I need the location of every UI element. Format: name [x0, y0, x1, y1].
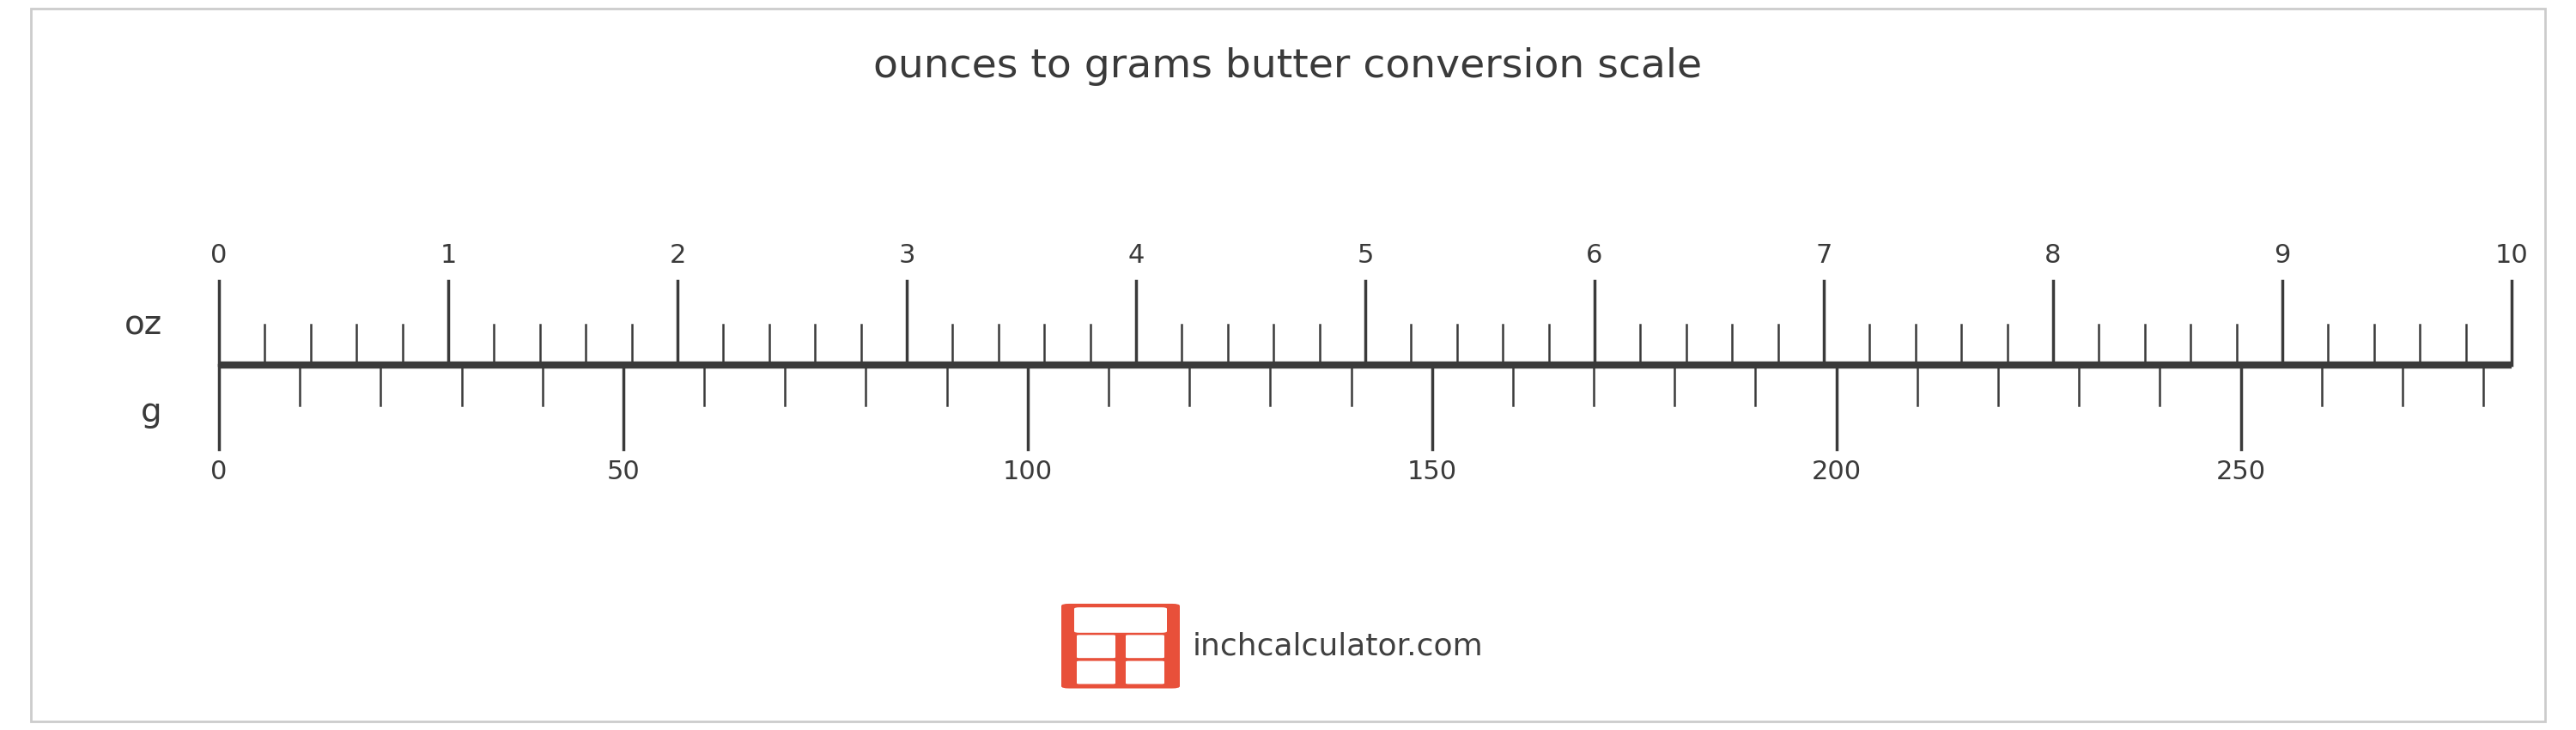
Text: 9: 9: [2275, 243, 2290, 268]
Text: inchcalculator.com: inchcalculator.com: [1193, 631, 1484, 661]
Text: 1: 1: [440, 243, 456, 268]
Text: 50: 50: [608, 460, 639, 485]
Text: 8: 8: [2045, 243, 2061, 268]
Text: ounces to grams butter conversion scale: ounces to grams butter conversion scale: [873, 47, 1703, 86]
Text: 250: 250: [2215, 460, 2267, 485]
Text: 3: 3: [899, 243, 914, 268]
Text: 0: 0: [211, 460, 227, 485]
Text: 5: 5: [1358, 243, 1373, 268]
Text: 6: 6: [1587, 243, 1602, 268]
Text: 4: 4: [1128, 243, 1144, 268]
Text: 200: 200: [1811, 460, 1862, 485]
Text: g: g: [142, 396, 162, 429]
Text: 100: 100: [1002, 460, 1054, 485]
Text: oz: oz: [124, 309, 162, 341]
Text: 0: 0: [211, 243, 227, 268]
Text: 7: 7: [1816, 243, 1832, 268]
Text: 150: 150: [1406, 460, 1458, 485]
Text: 10: 10: [2496, 243, 2527, 268]
Text: 2: 2: [670, 243, 685, 268]
